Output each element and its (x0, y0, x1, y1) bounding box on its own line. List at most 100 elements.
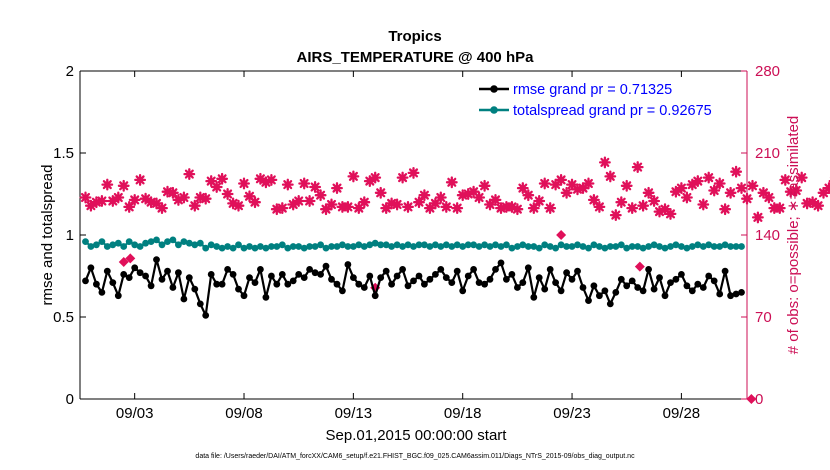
totalspread-point (514, 243, 521, 250)
obs-assimilated-marker (730, 165, 743, 178)
totalspread-point (311, 243, 319, 250)
obs-assimilated-marker (686, 178, 699, 191)
obs-assimilated-marker (456, 189, 469, 202)
obs-assimilated-marker (385, 197, 398, 210)
rmse-point (333, 280, 341, 288)
totalspread-point (158, 241, 166, 249)
totalspread-point (240, 244, 248, 252)
rmse-point (410, 277, 417, 285)
rmse-point (328, 275, 335, 283)
totalspread-point (437, 243, 445, 250)
rmse-point (650, 285, 658, 293)
totalspread-point (229, 244, 237, 252)
totalspread-point (596, 243, 603, 250)
rmse-point (169, 284, 177, 291)
obs-assimilated-marker (473, 191, 486, 204)
totalspread-point (503, 241, 510, 249)
totalspread-point (678, 243, 685, 250)
rmse-point (672, 275, 680, 283)
obs-assimilated-marker (177, 191, 190, 204)
totalspread-point (705, 241, 713, 249)
rmse-point (639, 287, 647, 295)
rmse-point (164, 267, 171, 275)
obs-assimilated-marker (538, 177, 551, 190)
obs-assimilated-marker (555, 173, 568, 186)
rmse-point (552, 279, 559, 286)
rmse-point (470, 266, 477, 273)
totalspread-point (257, 243, 264, 250)
rmse-point (508, 271, 516, 278)
legend: rmse grand pr = 0.71325 totalspread gran… (470, 78, 742, 122)
totalspread-point (213, 243, 221, 250)
totalspread-point (563, 243, 570, 250)
obs-assimilated-marker (309, 181, 322, 193)
rmse-point (366, 272, 374, 280)
obs-assimilated-marker (582, 177, 595, 190)
obs-assimilated-marker (495, 202, 507, 215)
totalspread-point (175, 241, 182, 249)
obs-assimilated-marker (790, 184, 803, 197)
obs-assimilated-marker (423, 202, 436, 215)
rmse-point (229, 271, 237, 278)
totalspread-point (169, 236, 177, 244)
rmse-point (683, 282, 691, 290)
rmse-point (606, 300, 614, 308)
rmse-point (317, 271, 324, 278)
obs-assimilated-marker (577, 182, 589, 195)
rmse-point (295, 271, 303, 278)
rmse-point (656, 274, 663, 281)
rmse-point (196, 300, 204, 308)
rmse-point (268, 272, 275, 280)
totalspread-point (524, 243, 532, 250)
obs-assimilated-marker (626, 202, 639, 215)
obs-assimilated-marker (664, 207, 677, 220)
totalspread-point (295, 243, 303, 250)
obs-assimilated-marker (270, 203, 283, 216)
totalspread-point (98, 238, 106, 246)
totalspread-point (164, 238, 171, 246)
obs-assimilated-marker (210, 181, 223, 193)
obs-assimilated-marker (779, 173, 792, 186)
obs-assimilated-marker (598, 156, 611, 169)
obs-assimilated-marker (516, 182, 529, 195)
rmse-point (213, 280, 221, 288)
legend-spread-marker (490, 106, 498, 114)
totalspread-point (278, 241, 286, 249)
totalspread-point (530, 243, 538, 250)
totalspread-point (289, 243, 297, 250)
obs-assimilated-marker (642, 186, 655, 199)
obs-assimilated-marker (402, 200, 414, 213)
obs-assimilated-marker (156, 202, 168, 215)
obs-assimilated-marker (680, 191, 693, 204)
obs-assimilated-marker (571, 183, 584, 196)
totalspread-point (688, 243, 696, 250)
totalspread-point (519, 241, 527, 249)
obs-assimilated-marker (166, 186, 179, 199)
totalspread-point (453, 241, 461, 249)
right-y-tick-label: 280 (755, 63, 780, 80)
totalspread-point (344, 243, 352, 250)
rmse-point (492, 266, 499, 273)
rmse-point (251, 279, 259, 286)
rmse-point (235, 285, 242, 293)
rmse-point (278, 271, 286, 278)
totalspread-point (574, 241, 581, 249)
obs-possible-marker (556, 230, 567, 240)
totalspread-point (732, 243, 740, 250)
rmse-point (224, 266, 232, 273)
rmse-point (432, 271, 439, 278)
totalspread-point (432, 241, 439, 249)
obs-assimilated-marker (719, 203, 732, 216)
totalspread-point (371, 239, 379, 247)
rmse-point (388, 280, 395, 288)
totalspread-point (710, 243, 718, 250)
obs-assimilated-marker (462, 188, 475, 200)
rmse-point (705, 272, 713, 280)
totalspread-point (399, 243, 406, 250)
rmse-point (339, 287, 346, 295)
obs-assimilated-marker (303, 195, 316, 207)
rmse-point (568, 275, 576, 283)
totalspread-point (246, 243, 253, 250)
rmse-point (688, 287, 696, 295)
obs-assimilated-marker (150, 197, 163, 210)
